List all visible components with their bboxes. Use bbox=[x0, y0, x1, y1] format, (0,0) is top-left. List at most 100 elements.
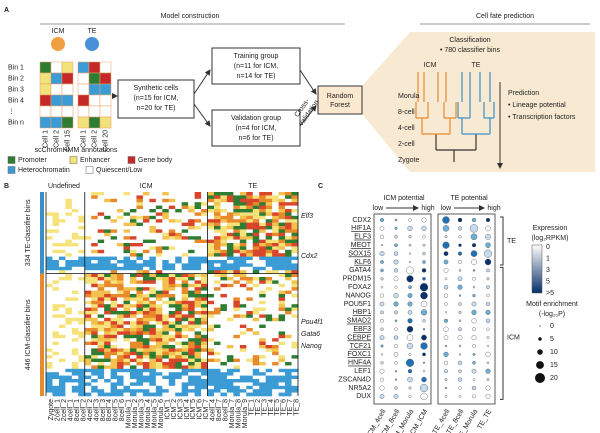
column-label: Morula_7 bbox=[229, 399, 236, 428]
heatmap-cell bbox=[175, 212, 182, 217]
heatmap-cell bbox=[252, 341, 260, 346]
heatmap-cell bbox=[259, 246, 266, 251]
heatmap-cell bbox=[130, 341, 137, 346]
heatmap-cell bbox=[265, 341, 273, 346]
heatmap-cell bbox=[162, 314, 170, 319]
heatmap-cell bbox=[220, 287, 228, 291]
heatmap-cell bbox=[214, 375, 221, 380]
heatmap-cell bbox=[142, 297, 150, 302]
heatmap-cell bbox=[46, 219, 53, 223]
heatmap-cell bbox=[65, 212, 73, 217]
heatmap-cell bbox=[110, 273, 118, 278]
heatmap-cell bbox=[110, 246, 118, 251]
heatmap-cell bbox=[136, 270, 144, 274]
heatmap-cell bbox=[65, 355, 73, 359]
heatmap-cell bbox=[188, 345, 195, 349]
heatmap-cell bbox=[278, 260, 286, 264]
heatmap-cell bbox=[142, 229, 150, 234]
heatmap-cell bbox=[110, 314, 118, 319]
heatmap-cell bbox=[175, 355, 182, 359]
group-label: ICM bbox=[507, 334, 520, 341]
heatmap-cell bbox=[226, 368, 234, 373]
dot bbox=[421, 225, 427, 231]
heatmap-cell bbox=[162, 362, 170, 366]
heatmap-cell bbox=[104, 379, 111, 383]
heatmap-cell bbox=[291, 249, 299, 254]
heatmap-cell bbox=[278, 341, 286, 346]
heatmap-cell bbox=[278, 253, 286, 257]
heatmap-cell bbox=[194, 328, 202, 332]
heatmap-cell bbox=[130, 283, 137, 288]
heatmap-cell bbox=[58, 273, 66, 278]
heatmap-cell bbox=[110, 253, 118, 257]
bin-label: Bin n bbox=[8, 119, 24, 126]
heatmap-cell bbox=[71, 192, 79, 196]
heatmap-cell bbox=[71, 348, 79, 353]
heatmap-cell bbox=[71, 266, 79, 271]
heatmap-cell bbox=[84, 280, 92, 285]
heatmap-cell bbox=[214, 209, 221, 213]
heatmap-cell bbox=[130, 324, 137, 329]
heatmap-cell bbox=[207, 365, 215, 370]
heatmap-cell bbox=[123, 283, 131, 288]
heatmap-cell bbox=[58, 372, 66, 376]
heatmap-cell bbox=[117, 314, 124, 319]
cell-label: Cell 15 bbox=[64, 130, 71, 152]
heatmap-cell bbox=[220, 300, 228, 305]
legend-tick: 20 bbox=[550, 375, 558, 382]
heatmap-cell bbox=[117, 256, 124, 261]
heatmap-cell bbox=[291, 253, 299, 257]
heatmap-cell bbox=[78, 226, 86, 230]
dot bbox=[406, 266, 414, 275]
heatmap-cell bbox=[78, 355, 86, 359]
annotation-cell bbox=[99, 61, 112, 74]
heatmap-cell bbox=[104, 287, 111, 291]
te-icon bbox=[85, 37, 99, 51]
heatmap-cell bbox=[142, 253, 150, 257]
stage-label: Zygote bbox=[398, 157, 420, 164]
heatmap-cell bbox=[272, 236, 279, 240]
heatmap-cell bbox=[175, 341, 182, 346]
heatmap-cell bbox=[155, 270, 163, 274]
heatmap-cell bbox=[130, 215, 137, 220]
dot bbox=[379, 385, 385, 391]
heatmap-cell bbox=[291, 311, 299, 315]
heatmap-cell bbox=[278, 283, 286, 288]
heatmap-cell bbox=[46, 385, 53, 390]
heatmap-cell bbox=[239, 236, 247, 240]
heatmap-cell bbox=[265, 392, 273, 397]
heatmap-cell bbox=[246, 385, 254, 390]
heatmap-cell bbox=[104, 212, 111, 217]
dot bbox=[485, 385, 491, 391]
heatmap-cell bbox=[181, 317, 189, 322]
heatmap-cell bbox=[52, 192, 60, 196]
heatmap-cell bbox=[201, 209, 208, 213]
dot bbox=[407, 225, 413, 232]
heatmap-cell bbox=[226, 202, 234, 206]
dot bbox=[472, 294, 476, 298]
heatmap-cell bbox=[123, 290, 131, 295]
heatmap-cell bbox=[117, 355, 124, 359]
heatmap-cell bbox=[265, 382, 273, 387]
heatmap-cell bbox=[117, 253, 124, 257]
heatmap-cell bbox=[214, 263, 221, 268]
heatmap-cell bbox=[130, 202, 137, 206]
heatmap-cell bbox=[123, 328, 131, 332]
heatmap-cell bbox=[52, 212, 60, 217]
heatmap-cell bbox=[65, 209, 73, 213]
bin-label: Bin 3 bbox=[8, 86, 24, 93]
heatmap-cell bbox=[259, 300, 266, 305]
heatmap-cell bbox=[142, 249, 150, 254]
heatmap-cell bbox=[272, 345, 279, 349]
heatmap-cell bbox=[188, 375, 195, 380]
heatmap-cell bbox=[168, 236, 176, 240]
heatmap-cell bbox=[214, 355, 221, 359]
heatmap-cell bbox=[123, 205, 131, 210]
heatmap-cell bbox=[130, 372, 137, 376]
heatmap-cell bbox=[46, 202, 53, 206]
heatmap-cell bbox=[52, 338, 60, 342]
heatmap-cell bbox=[71, 345, 79, 349]
heatmap-cell bbox=[130, 368, 137, 373]
heatmap-cell bbox=[58, 382, 66, 387]
heatmap-cell bbox=[142, 219, 150, 223]
